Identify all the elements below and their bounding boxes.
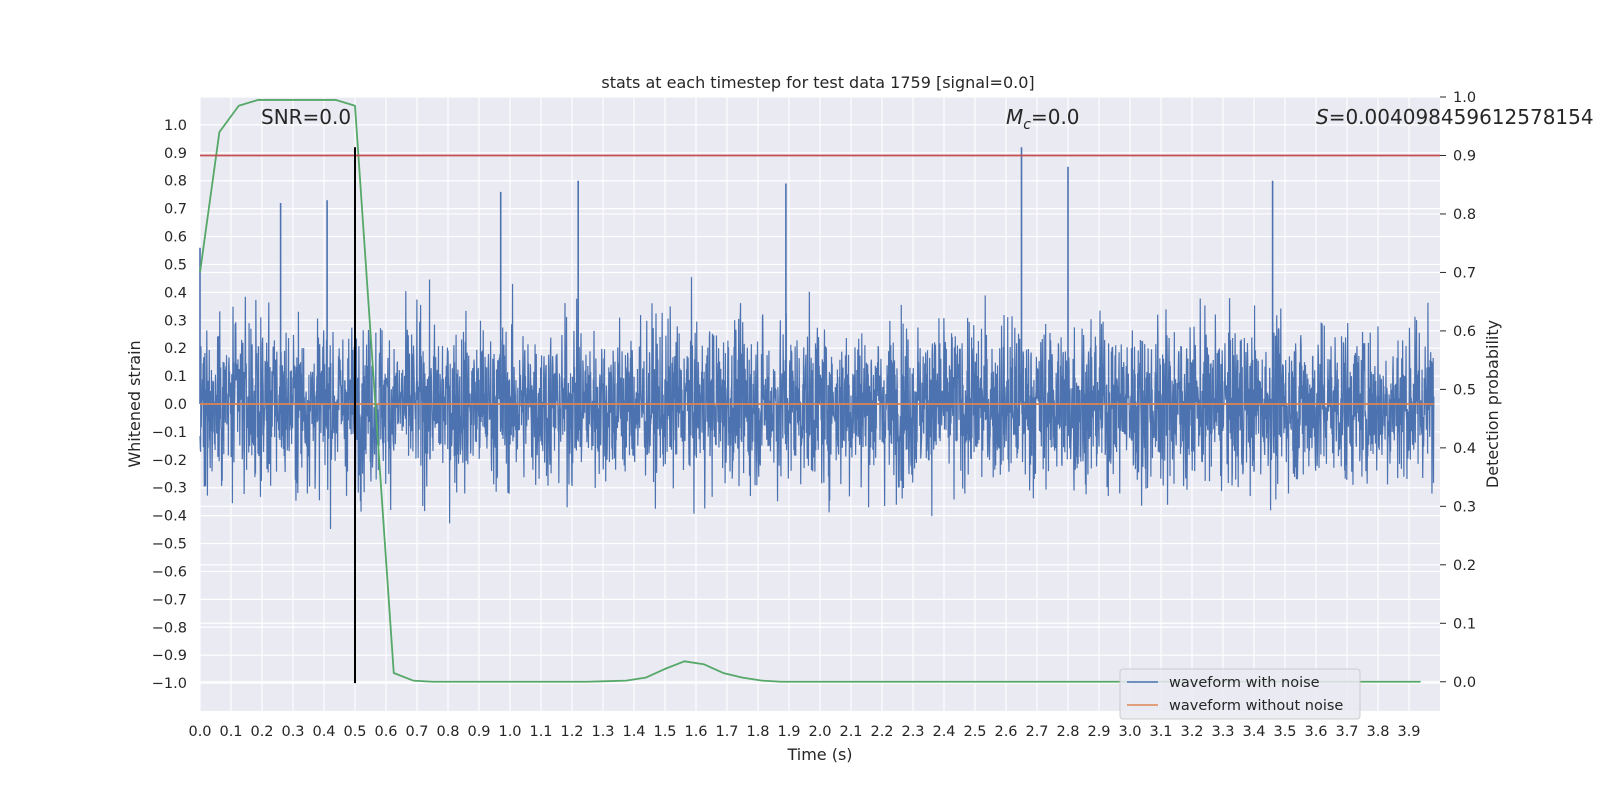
x-tick-label: 3.4 [1242, 724, 1265, 740]
s-annotation: S=0.004098459612578154 [1316, 105, 1594, 129]
x-tick-label: 0.5 [343, 724, 366, 740]
chart-title: stats at each timestep for test data 175… [601, 73, 1034, 92]
x-tick-label: 1.4 [622, 724, 645, 740]
x-tick-label: 0.7 [405, 724, 428, 740]
x-tick-label: 2.6 [994, 724, 1017, 740]
x-tick-label: 1.7 [715, 724, 738, 740]
x-tick-label: 1.3 [591, 724, 614, 740]
y2-tick-label: 0.2 [1453, 558, 1476, 574]
x-tick-label: 2.9 [1087, 724, 1110, 740]
x-tick-label: 2.8 [1056, 724, 1079, 740]
snr-annotation: SNR=0.0 [261, 105, 351, 129]
y-tick-label: 0.5 [164, 257, 187, 273]
x-tick-label: 1.1 [529, 724, 552, 740]
y-tick-label: 0.0 [164, 397, 187, 413]
waveform-with-noise-line [199, 277, 1435, 530]
y-tick-label: −0.8 [152, 620, 187, 636]
legend-label-clean: waveform without noise [1169, 698, 1343, 714]
y-tick-label: 0.9 [164, 146, 187, 162]
y-tick-label: 0.2 [164, 341, 187, 357]
y-tick-label: −0.6 [152, 564, 187, 580]
y-tick-label: 0.8 [164, 174, 187, 190]
x-tick-label: 3.7 [1335, 724, 1358, 740]
x-tick-label: 1.9 [777, 724, 800, 740]
y-tick-label: 0.7 [164, 202, 187, 218]
y2-tick-label: 0.0 [1453, 675, 1476, 691]
legend-box [1119, 668, 1361, 720]
x-tick-label: 3.0 [1118, 724, 1141, 740]
y-tick-label: −0.5 [152, 537, 187, 553]
x-tick-label: 1.6 [684, 724, 707, 740]
y-tick-label: 0.1 [164, 369, 187, 385]
y2-tick-label: 0.6 [1453, 324, 1476, 340]
y2-axis-label: Detection probability [1483, 320, 1502, 488]
x-tick-label: 0.9 [467, 724, 490, 740]
y-tick-label: 1.0 [164, 118, 187, 134]
y2-tick-label: 0.5 [1453, 382, 1476, 398]
y2-tick-label: 0.3 [1453, 499, 1476, 515]
y-tick-label: 0.3 [164, 313, 187, 329]
s-value: =0.004098459612578154 [1329, 105, 1594, 129]
x-tick-label: 3.1 [1149, 724, 1172, 740]
y2-tick-label: 1.0 [1453, 90, 1476, 106]
y-tick-label: −0.4 [152, 509, 187, 525]
x-tick-label: 2.5 [963, 724, 986, 740]
x-tick-label: 2.0 [808, 724, 831, 740]
y-tick-label: −0.2 [152, 453, 187, 469]
x-tick-label: 0.3 [281, 724, 304, 740]
y2-tick-label: 0.1 [1453, 616, 1476, 632]
x-tick-label: 3.2 [1180, 724, 1203, 740]
legend: waveform with noise waveform without noi… [1119, 668, 1361, 720]
x-tick-label: 0.4 [312, 724, 335, 740]
mc-value: =0.0 [1031, 105, 1080, 129]
y2-tick-label: 0.4 [1453, 441, 1476, 457]
x-tick-label: 2.2 [870, 724, 893, 740]
y-tick-label: −1.0 [152, 676, 187, 692]
tick-labels: 0.0 0.1 0.2 0.3 0.4 0.5 0.6 0.7 0.8 0.9 1.0 1.1 1.2 1… [152, 90, 1476, 740]
y2-tick-label: 0.8 [1453, 207, 1476, 223]
x-tick-label: 3.5 [1273, 724, 1296, 740]
y2-tick-label: 0.9 [1453, 148, 1476, 164]
x-tick-label: 3.6 [1304, 724, 1327, 740]
x-tick-label: 0.0 [188, 724, 211, 740]
mc-annotation: Mc=0.0 [1006, 105, 1080, 133]
x-tick-label: 3.9 [1397, 724, 1420, 740]
x-tick-label: 0.6 [374, 724, 397, 740]
x-tick-label: 2.7 [1025, 724, 1048, 740]
x-tick-label: 0.2 [250, 724, 273, 740]
legend-label-noise: waveform with noise [1169, 675, 1320, 691]
y-tick-label: −0.9 [152, 648, 187, 664]
y-tick-label: −0.3 [152, 481, 187, 497]
y-tick-label: −0.1 [152, 425, 187, 441]
x-tick-label: 0.8 [436, 724, 459, 740]
y-axis-label: Whitened strain [125, 340, 144, 467]
x-tick-label: 1.8 [746, 724, 769, 740]
x-tick-label: 2.3 [901, 724, 924, 740]
y-tick-label: 0.6 [164, 230, 187, 246]
series-detection-probability [199, 99, 1421, 683]
x-tick-label: 3.8 [1366, 724, 1389, 740]
mc-symbol: M [1006, 105, 1023, 129]
y-tick-label: −0.7 [152, 592, 187, 608]
y-tick-label: 0.4 [164, 285, 187, 301]
x-tick-label: 1.2 [560, 724, 583, 740]
x-tick-label: 2.1 [839, 724, 862, 740]
y2-tick-label: 0.7 [1453, 265, 1476, 281]
x-tick-label: 1.5 [653, 724, 676, 740]
x-tick-label: 3.3 [1211, 724, 1234, 740]
x-tick-label: 1.0 [498, 724, 521, 740]
s-symbol: S [1316, 105, 1329, 129]
x-axis-label: Time (s) [786, 745, 852, 764]
x-tick-label: 0.1 [219, 724, 242, 740]
series-lines [199, 99, 1440, 684]
x-tick-label: 2.4 [932, 724, 955, 740]
mc-subscript: c [1023, 117, 1031, 133]
